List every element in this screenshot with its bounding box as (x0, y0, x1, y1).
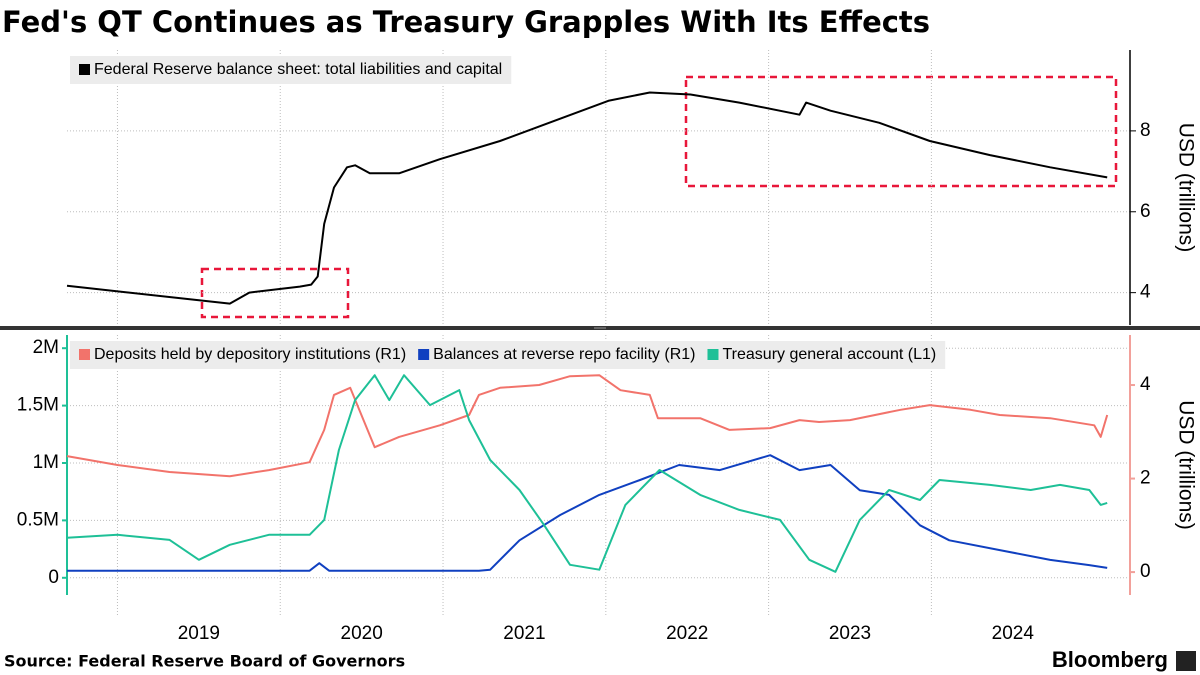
source: Source: Federal Reserve Board of Governo… (4, 652, 405, 671)
y-tick-label: 6 (1140, 201, 1151, 222)
y-tick-label: 1M (33, 452, 59, 473)
legend: Deposits held by depository institutions… (70, 341, 946, 369)
legend-background (70, 341, 946, 369)
y-tick-label: 2M (33, 337, 59, 358)
legend-label: Treasury general account (L1) (722, 346, 936, 363)
y-tick-label: 8 (1140, 120, 1151, 141)
x-tick-label: 2020 (341, 623, 383, 644)
legend-swatch (79, 64, 90, 75)
series-line (66, 374, 1108, 573)
legend-swatch (79, 349, 90, 360)
legend-swatch (707, 349, 719, 360)
y-tick-label: 0 (48, 567, 59, 588)
series-line (67, 454, 1108, 572)
chart-title: Fed's QT Continues as Treasury Grapples … (2, 5, 930, 39)
brand-icon (1176, 651, 1196, 671)
y2-tick-label: 2 (1140, 468, 1151, 489)
legend-label: Deposits held by depository institutions… (94, 346, 406, 363)
legend-label: Balances at reverse repo facility (R1) (433, 346, 695, 363)
x-tick-label: 2024 (992, 623, 1035, 644)
legend: Federal Reserve balance sheet: total lia… (70, 56, 512, 84)
y-axis-label: USD (trillions) (1174, 123, 1197, 253)
x-tick-label: 2022 (666, 623, 708, 644)
series-line (66, 91, 1108, 305)
x-tick-label: 2021 (503, 623, 545, 644)
legend-background (70, 56, 512, 84)
y-tick-label: 1.5M (17, 395, 59, 416)
y2-tick-label: 0 (1140, 561, 1151, 582)
y2-tick-label: 4 (1140, 374, 1151, 395)
series-line (66, 374, 1109, 478)
x-tick-label: 2023 (829, 623, 871, 644)
legend-swatch (418, 349, 430, 360)
highlight-box (684, 75, 1118, 188)
y2-axis-label: USD (trillions) (1174, 400, 1197, 530)
y-tick-label: 4 (1140, 282, 1151, 303)
x-tick-label: 2019 (178, 623, 220, 644)
legend-label: Federal Reserve balance sheet: total lia… (94, 61, 502, 78)
brand: Bloomberg (1052, 647, 1168, 672)
y-tick-label: 0.5M (17, 509, 59, 530)
